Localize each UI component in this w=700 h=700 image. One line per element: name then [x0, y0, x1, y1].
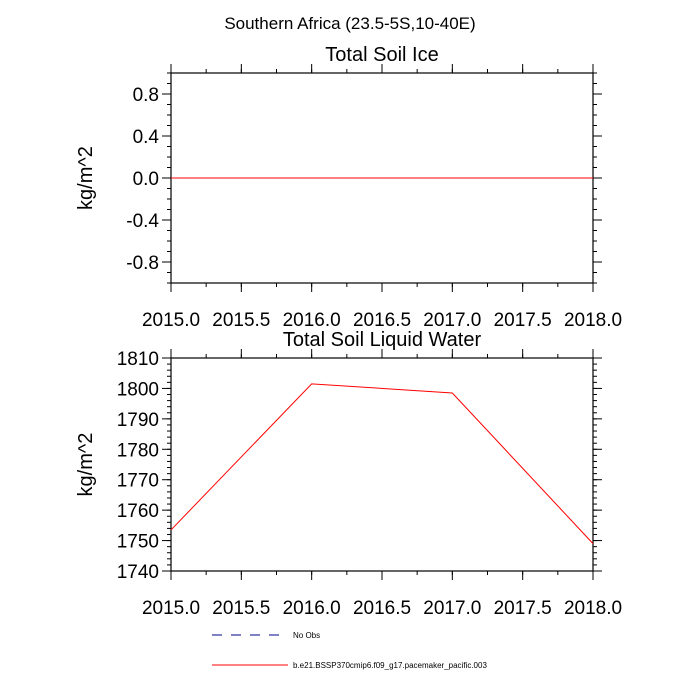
x-tick-label: 2017.0: [423, 310, 481, 331]
x-tick-label: 2015.5: [212, 310, 270, 331]
y-tick-label: 1810: [117, 349, 159, 370]
x-tick-label: 2018.0: [564, 310, 622, 331]
y-tick-label: -0.4: [126, 211, 159, 232]
x-tick-label: 2015.5: [212, 598, 270, 619]
y-tick-label: 1780: [117, 440, 159, 461]
y-tick-label: 1760: [117, 501, 159, 522]
x-tick-label: 2017.5: [494, 598, 552, 619]
y-tick-label: 1750: [117, 532, 159, 553]
y-tick-label: -0.8: [126, 253, 159, 274]
x-tick-label: 2017.0: [423, 598, 481, 619]
legend: No Obs b.e21.BSSP370cmip6.f09_g17.pacema…: [212, 631, 487, 670]
y-tick-label: 0.4: [133, 127, 160, 148]
legend-label-no-obs: No Obs: [293, 631, 320, 640]
x-tick-label: 2016.5: [353, 310, 411, 331]
x-tick-label: 2016.5: [353, 598, 411, 619]
y-tick-label: 1800: [117, 379, 159, 400]
legend-label-model: b.e21.BSSP370cmip6.f09_g17.pacemaker_pac…: [293, 661, 487, 670]
x-tick-label: 2016.0: [283, 598, 341, 619]
chart-title: Total Soil Liquid Water: [283, 329, 482, 351]
y-tick-label: 1770: [117, 471, 159, 492]
x-tick-label: 2015.0: [142, 598, 200, 619]
figure-suptitle: Southern Africa (23.5-5S,10-40E): [224, 14, 475, 33]
x-tick-label: 2016.0: [283, 310, 341, 331]
x-tick-label: 2018.0: [564, 598, 622, 619]
y-tick-label: 0.0: [133, 169, 159, 190]
x-tick-label: 2015.0: [142, 310, 200, 331]
series-line: [170, 383, 594, 544]
y-tick-label: 1790: [117, 410, 159, 431]
panel-total-soil-liquid-water: Total Soil Liquid Water kg/m^2 1740 1750 176…: [75, 329, 622, 619]
panel-total-soil-ice: Total Soil Ice kg/m^2 -0.8 -0.4 0.0 0.4 0.8 201…: [75, 44, 622, 331]
y-axis-label: kg/m^2: [75, 146, 97, 210]
y-axis-label: kg/m^2: [75, 433, 97, 497]
y-tick-label: 0.8: [133, 85, 159, 106]
chart-title: Total Soil Ice: [325, 44, 438, 66]
y-tick-label: 1740: [117, 562, 159, 583]
x-tick-label: 2017.5: [494, 310, 552, 331]
